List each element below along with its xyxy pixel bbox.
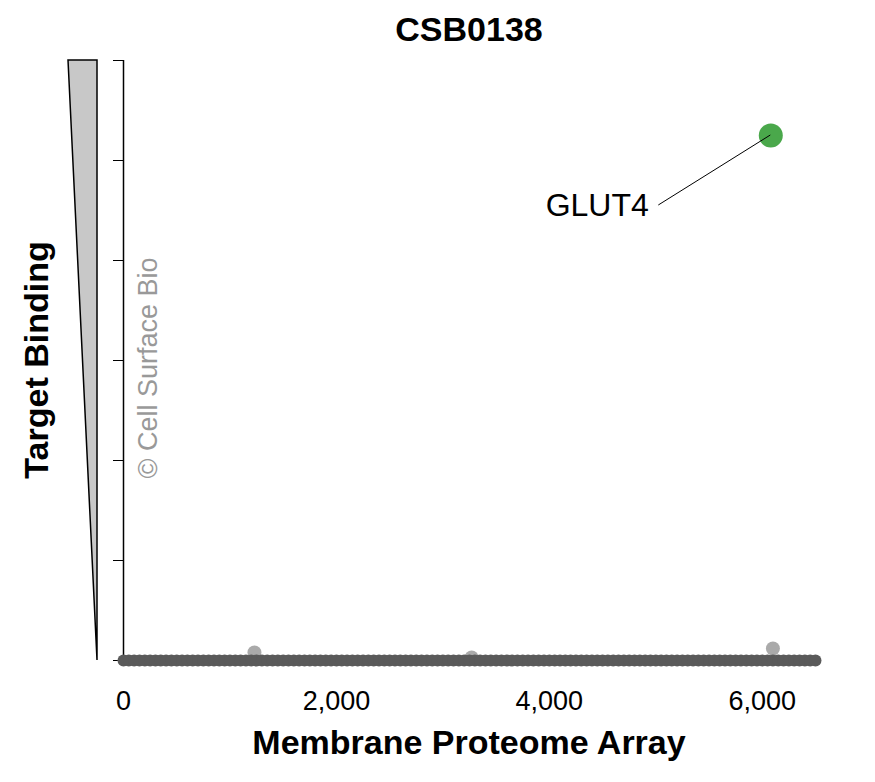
svg-text:Membrane Proteome Array: Membrane Proteome Array <box>252 723 685 761</box>
svg-text:6,000: 6,000 <box>728 686 796 716</box>
svg-text:0: 0 <box>116 686 131 716</box>
svg-text:Target Binding: Target Binding <box>17 241 55 478</box>
svg-text:GLUT4: GLUT4 <box>546 187 649 223</box>
svg-text:4,000: 4,000 <box>516 686 584 716</box>
html-text:CSB0138: CSB0138 <box>395 10 543 48</box>
svg-text:2,000: 2,000 <box>303 686 371 716</box>
svg-text:© Cell Surface Bio: © Cell Surface Bio <box>133 258 163 479</box>
